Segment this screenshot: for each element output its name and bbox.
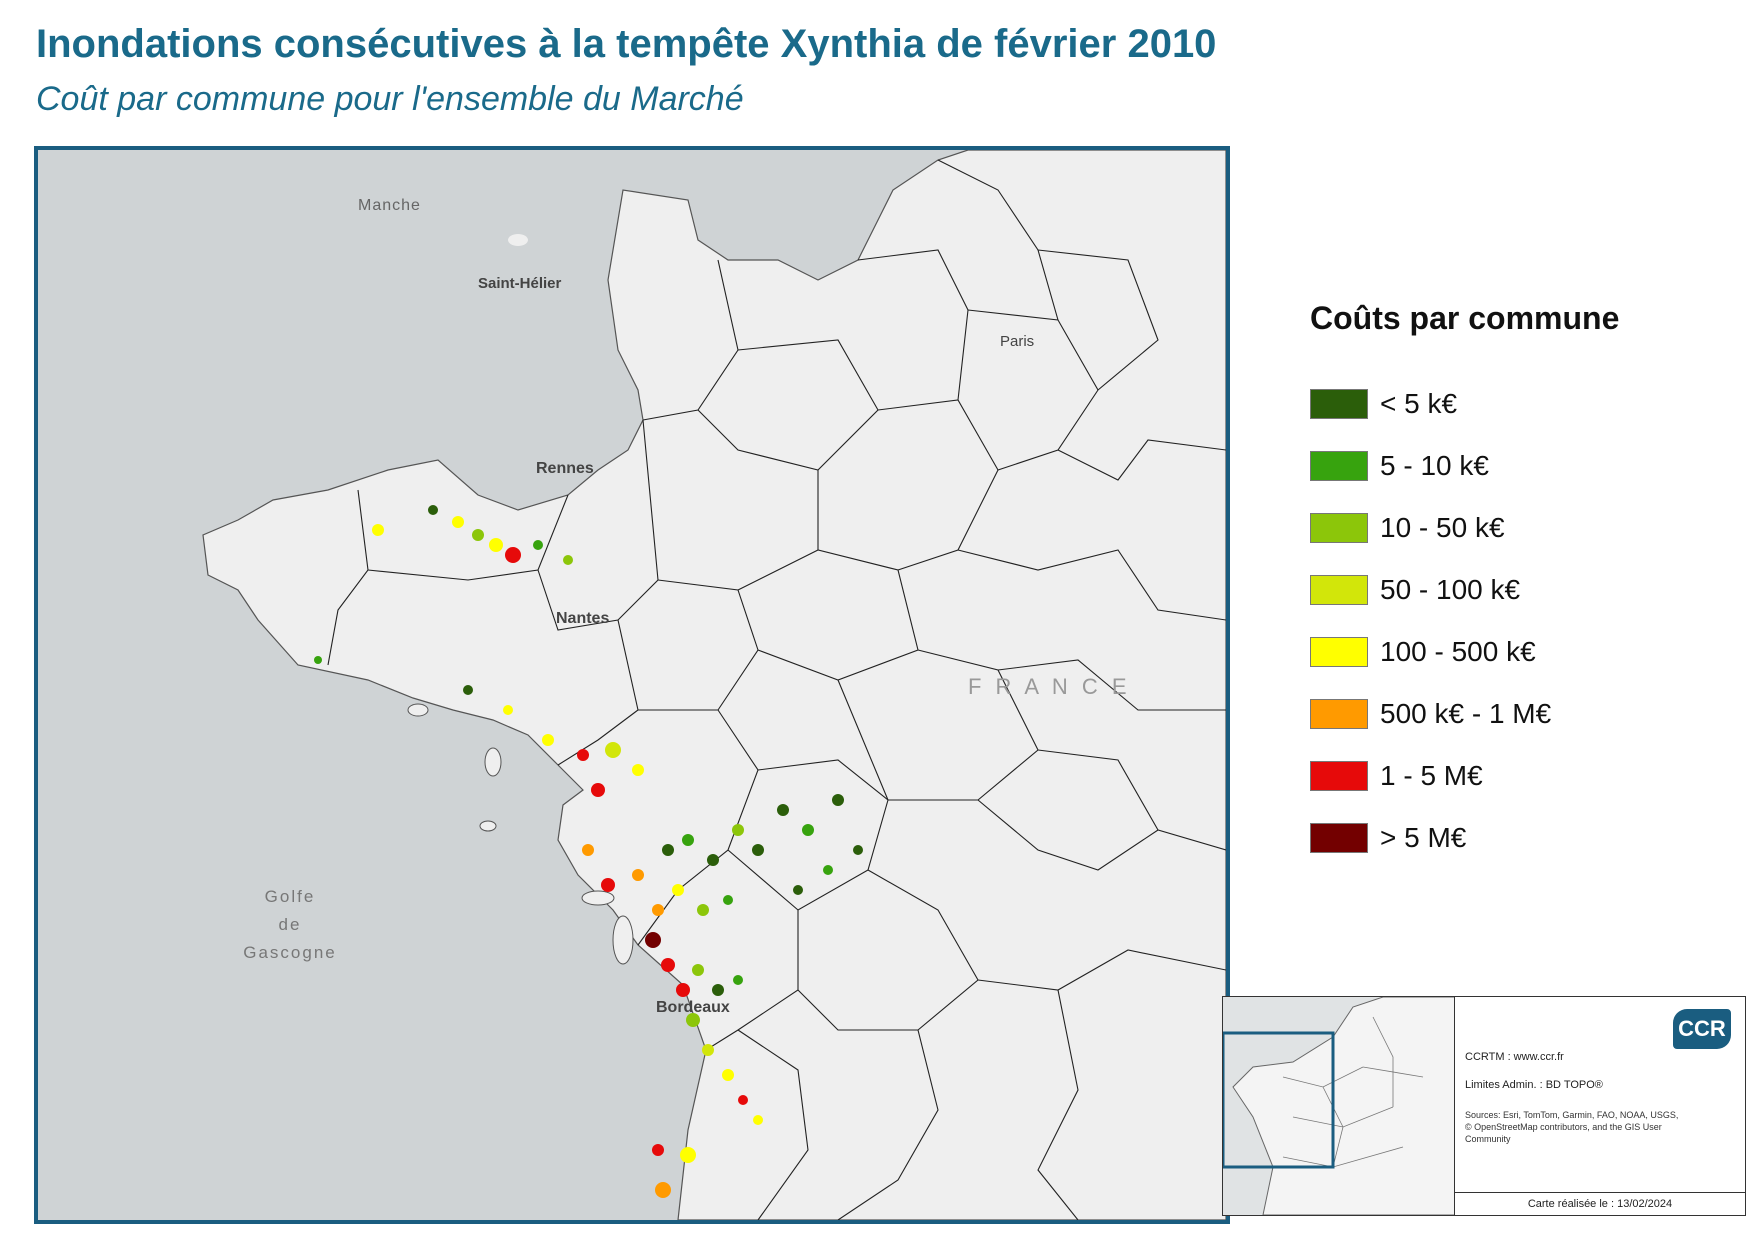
inset-canvas	[1223, 997, 1455, 1215]
island-yeu	[479, 820, 497, 832]
credit-sources: Sources: Esri, TomTom, Garmin, FAO, NOAA…	[1465, 1110, 1679, 1144]
map-canvas: Manche Saint-Hélier Rennes Nantes Bordea…	[202, 150, 1226, 1220]
label-rennes: Rennes	[536, 460, 594, 477]
legend-swatch	[1310, 575, 1368, 605]
legend-label: > 5 M€	[1380, 822, 1467, 853]
affected-communes	[314, 505, 863, 1198]
legend-label: 10 - 50 k€	[1380, 512, 1505, 543]
legend-swatch	[1310, 389, 1368, 419]
label-golfe-3: Gascogne	[243, 943, 337, 962]
inset-locator-map	[1222, 996, 1456, 1216]
legend-label: < 5 k€	[1380, 388, 1458, 419]
legend-swatch	[1310, 513, 1368, 543]
legend-swatch	[1310, 699, 1368, 729]
label-nantes: Nantes	[556, 610, 609, 627]
island-noirmoutier	[484, 747, 502, 777]
legend-swatch	[1310, 451, 1368, 481]
legend: Coûts par commune < 5 k€ 5 - 10 k€ 10 - …	[1310, 300, 1730, 853]
legend-label: 50 - 100 k€	[1380, 574, 1521, 605]
legend-swatch	[1310, 761, 1368, 791]
inset-france-land	[1232, 997, 1455, 1215]
legend-label: 5 - 10 k€	[1380, 450, 1489, 481]
label-golfe-1: Golfe	[265, 887, 316, 906]
legend-item: 5 - 10 k€	[1310, 450, 1489, 482]
legend-item: 100 - 500 k€	[1310, 636, 1536, 668]
department-borders	[327, 159, 1226, 1220]
credit-limits: Limites Admin. : BD TOPO®	[1465, 1079, 1603, 1091]
legend-label: 1 - 5 M€	[1380, 760, 1483, 791]
inset-extent-box	[1223, 1031, 1335, 1169]
label-france: F R A N C E	[968, 674, 1131, 699]
legend-item: > 5 M€	[1310, 822, 1466, 854]
legend-label: 500 k€ - 1 M€	[1380, 698, 1552, 729]
legend-title: Coûts par commune	[1310, 300, 1620, 336]
island-ile-de-re	[581, 890, 615, 906]
label-manche: Manche	[358, 197, 421, 214]
island-belle-ile	[407, 703, 429, 717]
map-subtitle: Coût par commune pour l'ensemble du Marc…	[36, 80, 744, 118]
legend-item: < 5 k€	[1310, 388, 1457, 420]
label-saint-helier: Saint-Hélier	[478, 275, 562, 292]
credits-box: CCR CCRTM : www.ccr.fr Limites Admin. : …	[1454, 996, 1746, 1216]
legend-item: 500 k€ - 1 M€	[1310, 698, 1551, 730]
map-title: Inondations consécutives à la tempête Xy…	[36, 22, 1217, 66]
land-mass	[202, 150, 1226, 1220]
legend-item: 1 - 5 M€	[1310, 760, 1483, 792]
main-map[interactable]: Manche Saint-Hélier Rennes Nantes Bordea…	[34, 146, 1230, 1224]
legend-item: 10 - 50 k€	[1310, 512, 1505, 544]
credit-date: Carte réalisée le : 13/02/2024	[1455, 1192, 1745, 1215]
label-bordeaux: Bordeaux	[656, 999, 730, 1016]
ccr-logo: CCR	[1673, 1009, 1731, 1049]
label-golfe-2: de	[279, 915, 302, 934]
legend-label: 100 - 500 k€	[1380, 636, 1536, 667]
legend-swatch	[1310, 637, 1368, 667]
legend-item: 50 - 100 k€	[1310, 574, 1520, 606]
island-jersey	[508, 234, 528, 246]
legend-swatch	[1310, 823, 1368, 853]
label-paris: Paris	[1000, 333, 1034, 350]
island-oleron	[612, 915, 634, 965]
credit-site: CCRTM : www.ccr.fr	[1465, 1051, 1564, 1063]
